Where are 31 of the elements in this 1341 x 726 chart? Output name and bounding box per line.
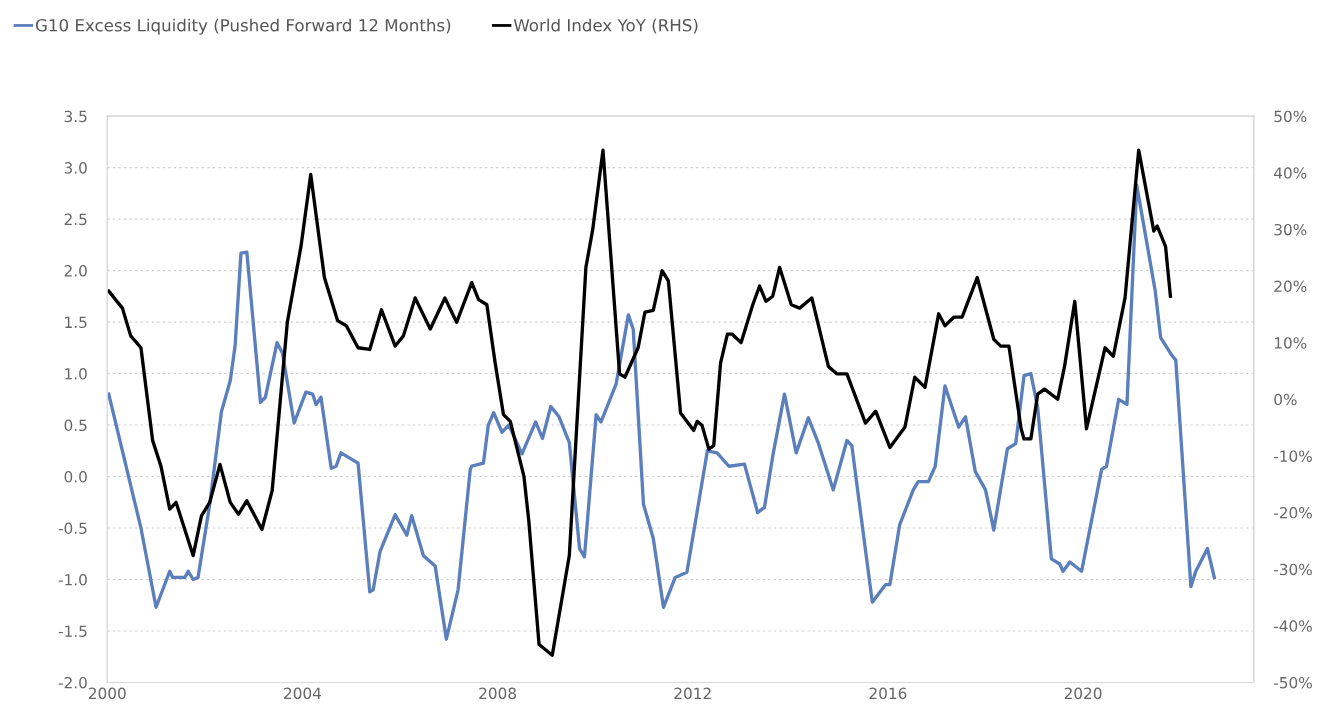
x-tick-label: 2004	[284, 687, 322, 700]
x-tick-label: 2020	[1064, 687, 1102, 700]
y-tick-label: 2.0	[64, 265, 87, 277]
x-tick-label: 2012	[674, 687, 711, 700]
y-tick-label: 0.5	[64, 419, 87, 432]
y-tick-label: 0.0	[64, 470, 87, 483]
y-tick-label: 2.5	[64, 213, 87, 226]
y2-tick-label: -50%	[1274, 676, 1312, 689]
x-tick-label: 2016	[869, 687, 907, 700]
y-tick-label: -2.0	[58, 676, 87, 689]
y2-tick-label: 50%	[1274, 110, 1307, 123]
y2-tick-label: 30%	[1274, 223, 1307, 236]
y2-tick-label: 20%	[1274, 280, 1307, 293]
legend-label: G10 Excess Liquidity (Pushed Forward 12 Months)	[35, 18, 451, 35]
y2-tick-label: 10%	[1274, 337, 1307, 349]
legend-label: World Index YoY (RHS)	[513, 18, 698, 34]
y-tick-label: -1.5	[58, 625, 87, 637]
y2-tick-label: 40%	[1274, 167, 1307, 179]
y-tick-label: 3.0	[64, 162, 87, 174]
y-tick-label: -1.0	[58, 573, 87, 586]
y2-tick-label: -10%	[1274, 450, 1312, 462]
y-tick-label: 1.5	[65, 316, 87, 329]
y-tick-label: -0.5	[58, 522, 87, 535]
y2-tick-label: -20%	[1274, 507, 1312, 519]
x-tick-label: 2000	[88, 687, 126, 700]
x-tick-label: 2008	[479, 687, 516, 700]
y2-tick-label: -40%	[1274, 620, 1312, 632]
y2-tick-label: -30%	[1274, 563, 1312, 576]
y2-tick-label: 0%	[1274, 393, 1297, 406]
y-tick-label: 3.5	[64, 110, 87, 123]
y-tick-label: 1.0	[65, 368, 87, 380]
